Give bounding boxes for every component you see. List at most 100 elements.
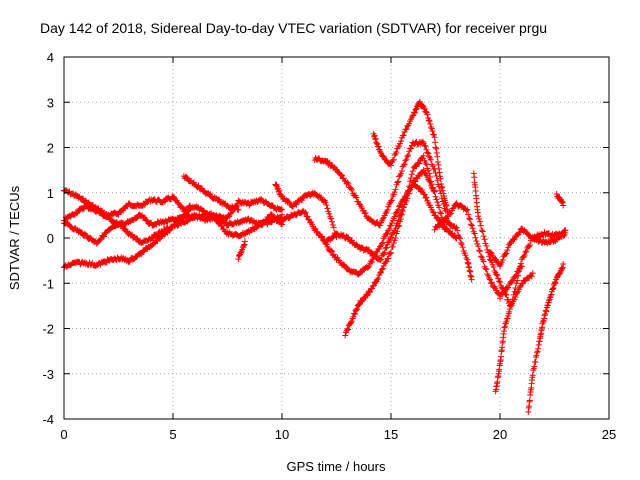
data-point	[276, 187, 283, 194]
data-point	[426, 170, 433, 177]
data-point	[345, 326, 352, 333]
data-point	[426, 118, 433, 125]
data-point	[183, 174, 190, 181]
data-point	[323, 201, 330, 208]
data-point	[384, 230, 391, 237]
data-point	[432, 170, 439, 177]
data-point	[423, 161, 430, 168]
data-point	[405, 187, 412, 194]
data-point	[465, 211, 472, 218]
data-point	[505, 297, 512, 304]
data-point	[510, 236, 517, 243]
data-point	[500, 286, 507, 293]
data-point	[526, 397, 533, 404]
data-point	[353, 307, 360, 314]
data-point	[495, 275, 502, 282]
data-point	[466, 215, 473, 222]
data-point	[115, 211, 122, 218]
data-point	[227, 210, 234, 217]
data-point	[521, 252, 528, 259]
data-point	[377, 148, 384, 155]
data-point	[559, 265, 566, 272]
data-point	[401, 161, 408, 168]
data-point	[375, 275, 382, 282]
data-point	[437, 175, 444, 182]
data-point	[558, 265, 565, 272]
data-point	[487, 249, 494, 256]
data-point	[324, 205, 331, 212]
series-track-r	[525, 261, 567, 416]
data-point	[443, 202, 450, 209]
data-point	[528, 273, 535, 280]
data-point	[532, 358, 539, 365]
data-point	[447, 211, 454, 218]
data-point	[511, 236, 518, 243]
data-point	[472, 234, 479, 241]
data-point	[498, 353, 505, 360]
data-point	[158, 233, 165, 240]
data-point	[471, 230, 478, 237]
data-point	[219, 223, 226, 230]
x-tick-label: 25	[602, 427, 616, 442]
data-point	[475, 243, 482, 250]
data-point	[427, 174, 434, 181]
data-point	[326, 210, 333, 217]
data-point	[416, 98, 423, 105]
data-point	[541, 312, 548, 319]
data-point	[388, 222, 394, 229]
data-point	[533, 352, 540, 359]
data-point	[381, 249, 388, 256]
data-point	[422, 160, 429, 167]
data-point	[422, 108, 429, 115]
data-point	[304, 213, 311, 220]
data-point	[433, 196, 440, 203]
data-point	[372, 280, 379, 287]
data-point	[379, 265, 386, 272]
data-point	[516, 267, 523, 274]
series-track-h	[279, 166, 449, 264]
data-point	[552, 280, 559, 287]
data-point	[531, 363, 538, 370]
data-point	[351, 310, 358, 317]
data-point	[391, 213, 398, 220]
data-point	[427, 178, 434, 185]
data-point	[488, 279, 495, 286]
data-point	[432, 193, 439, 200]
data-point	[391, 152, 398, 159]
data-point	[468, 276, 475, 283]
data-point	[377, 257, 384, 264]
data-point	[427, 156, 434, 163]
data-point	[385, 255, 392, 262]
data-point	[298, 197, 305, 204]
data-point	[435, 161, 442, 168]
data-point	[492, 256, 499, 263]
data-point	[388, 197, 395, 204]
data-point	[175, 200, 182, 207]
data-point	[329, 221, 336, 228]
data-point	[397, 170, 404, 177]
data-point	[562, 229, 569, 236]
data-point	[523, 248, 530, 255]
data-point	[457, 239, 464, 246]
data-point	[534, 348, 541, 355]
data-point	[318, 233, 325, 240]
data-point	[399, 208, 406, 215]
y-tick-labels: -4 -3 -2 -1 0 1 2 3 4	[42, 50, 54, 427]
data-point	[413, 106, 420, 113]
data-point	[330, 224, 337, 231]
data-point	[348, 185, 355, 192]
data-point	[386, 226, 393, 233]
data-point	[434, 153, 441, 160]
data-point	[432, 212, 439, 219]
data-point	[391, 189, 398, 196]
data-point	[456, 233, 463, 240]
data-point	[425, 150, 432, 157]
data-point	[508, 302, 515, 309]
data-point	[375, 143, 382, 150]
data-point	[97, 236, 104, 243]
data-point	[453, 200, 460, 207]
data-point	[106, 214, 113, 221]
data-point	[403, 156, 410, 163]
data-point	[476, 215, 483, 222]
data-point	[322, 199, 329, 206]
